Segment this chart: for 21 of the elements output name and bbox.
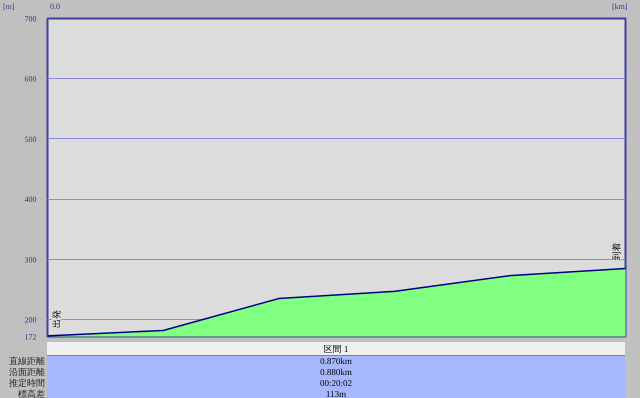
text: 沿面距離 — [0, 367, 45, 378]
x-axis-title: [km] — [612, 1, 628, 12]
text: 113m — [47, 389, 625, 398]
y-tick-label: 200 — [24, 316, 36, 325]
y-axis-title: [m] — [3, 1, 15, 12]
text: 標高差 — [0, 389, 45, 398]
text: 0.880km — [47, 367, 625, 378]
text: 区間 1 — [47, 342, 625, 356]
annotation: 到着 — [612, 242, 622, 260]
y-tick-label: 500 — [24, 134, 36, 144]
annotation: 出発 — [52, 310, 62, 328]
y-tick-label: 600 — [24, 74, 36, 84]
text: 0.870km — [47, 356, 625, 367]
y-tick-label: 400 — [24, 195, 36, 204]
text: 0.0 — [50, 1, 60, 12]
y-tick-label: 300 — [24, 255, 36, 264]
text: 00:20:02 — [47, 378, 625, 389]
text: 直線距離 — [0, 356, 45, 367]
y-tick-label: 172 — [24, 332, 36, 342]
y-tick-label: 700 — [24, 14, 36, 24]
text: 推定時間 — [0, 378, 45, 389]
